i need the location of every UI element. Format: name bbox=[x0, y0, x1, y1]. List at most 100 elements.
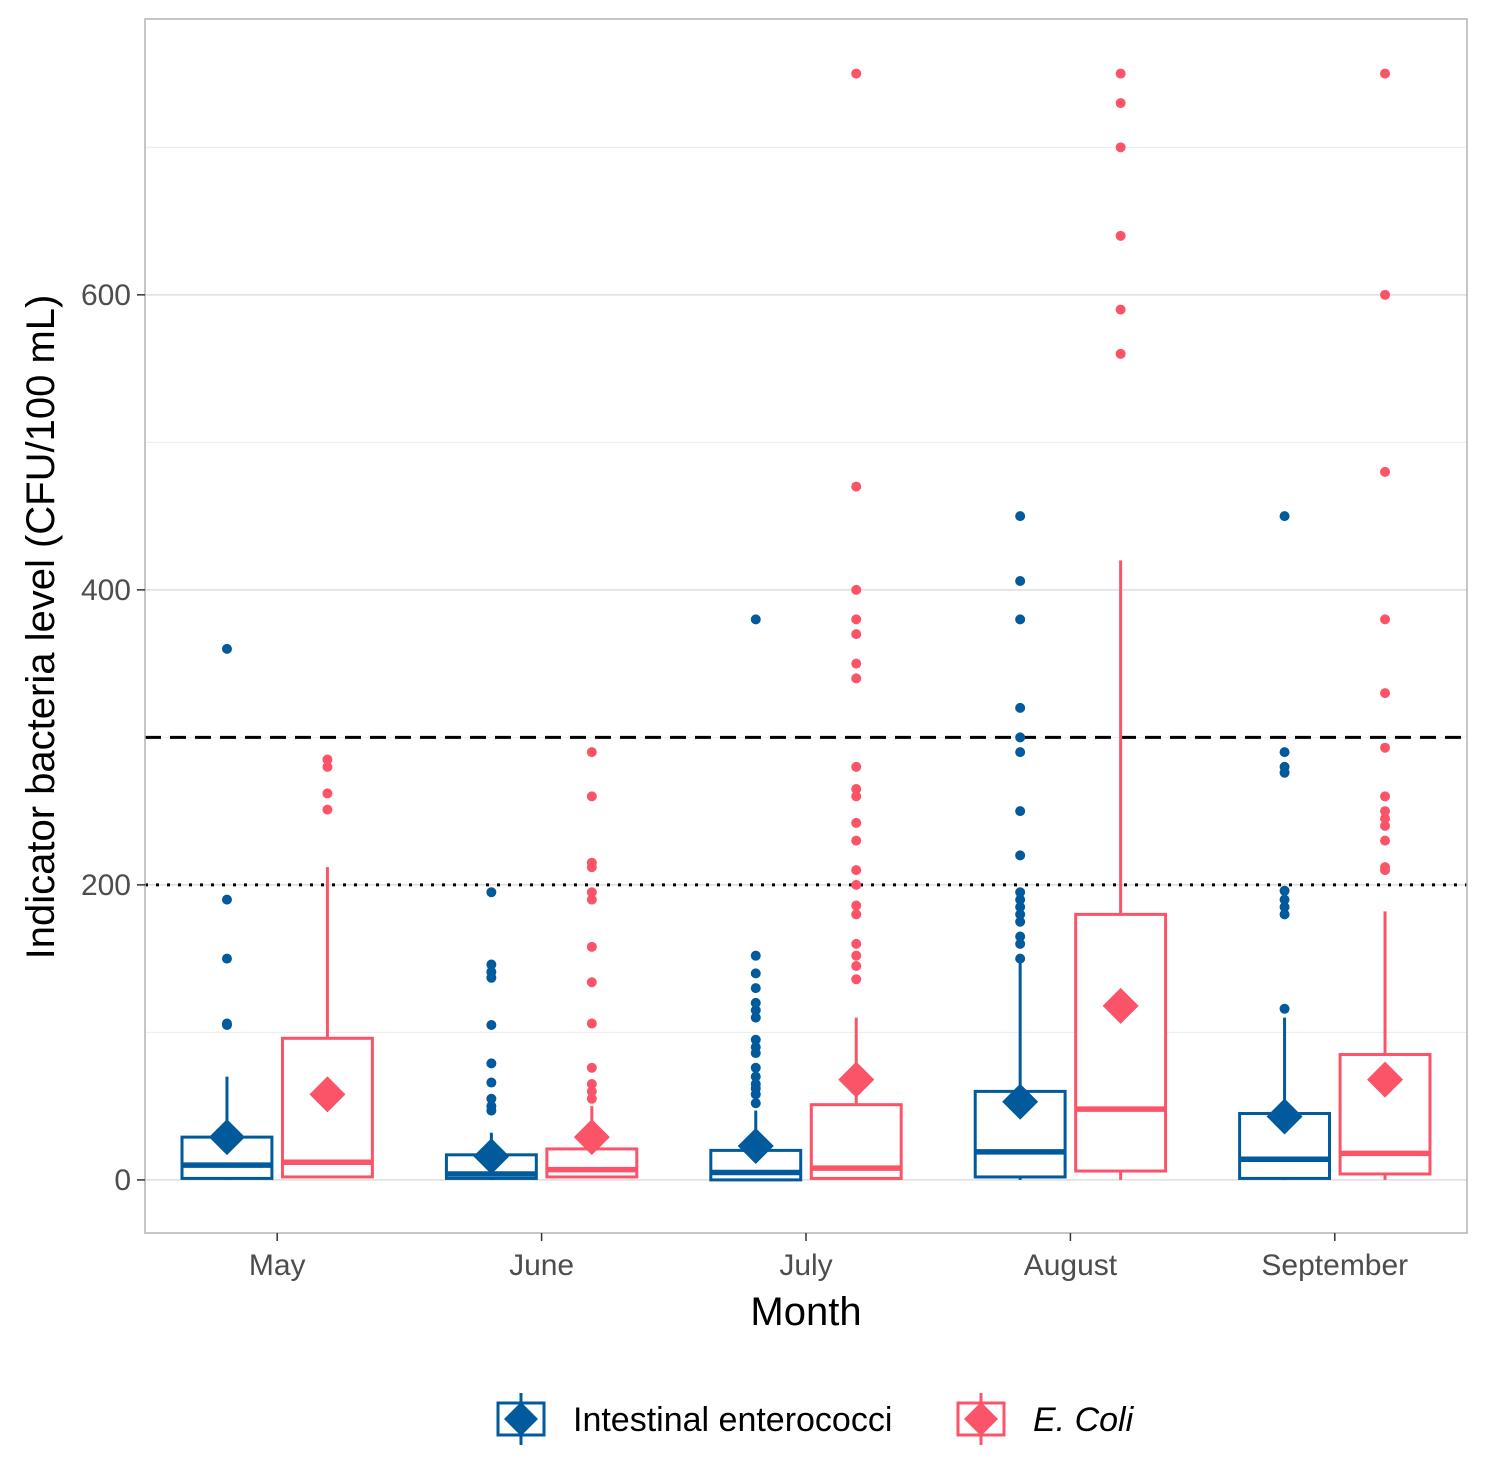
outlier-point bbox=[1380, 820, 1391, 831]
outlier-point bbox=[1380, 289, 1391, 300]
x-axis-title: Month bbox=[750, 1290, 861, 1334]
outlier-point bbox=[221, 643, 232, 654]
outlier-point bbox=[1380, 813, 1391, 824]
outlier-point bbox=[851, 761, 862, 772]
outlier-point bbox=[322, 754, 333, 765]
x-tick-label: July bbox=[779, 1249, 832, 1282]
outlier-point bbox=[750, 614, 761, 625]
outlier-point bbox=[750, 950, 761, 961]
outlier-point bbox=[1015, 887, 1026, 898]
outlier-point bbox=[1015, 806, 1026, 817]
box-group bbox=[545, 747, 639, 1179]
outlier-point bbox=[1015, 916, 1026, 927]
outlier-point bbox=[851, 950, 862, 961]
outlier-point bbox=[1279, 1003, 1290, 1014]
mean-diamond bbox=[309, 1076, 346, 1113]
mean-diamond bbox=[1367, 1061, 1404, 1098]
outlier-point bbox=[851, 909, 862, 920]
outlier-point bbox=[1279, 885, 1290, 896]
outlier-point bbox=[486, 887, 497, 898]
y-tick-label: 600 bbox=[81, 279, 131, 312]
x-tick-label: May bbox=[249, 1249, 306, 1282]
outlier-point bbox=[586, 1086, 597, 1097]
outlier-point bbox=[1279, 894, 1290, 905]
outlier-point bbox=[1015, 732, 1026, 743]
outlier-point bbox=[1279, 909, 1290, 920]
mean-diamond bbox=[737, 1127, 774, 1164]
outlier-point bbox=[1015, 938, 1026, 949]
outlier-point bbox=[586, 894, 597, 905]
mean-diamond bbox=[838, 1061, 875, 1098]
outlier-point bbox=[1380, 742, 1391, 753]
outlier-point bbox=[851, 791, 862, 802]
outlier-point bbox=[1279, 902, 1290, 913]
outlier-point bbox=[486, 1077, 497, 1088]
outlier-point bbox=[322, 761, 333, 772]
outlier-point bbox=[486, 1105, 497, 1116]
outlier-point bbox=[750, 1034, 761, 1045]
legend: Intestinal enterococci E. Coli bbox=[496, 1393, 1135, 1445]
outlier-point bbox=[750, 1098, 761, 1109]
y-tick-label: 0 bbox=[114, 1164, 131, 1197]
reference-lines bbox=[145, 735, 1467, 887]
outlier-point bbox=[486, 1020, 497, 1031]
outlier-point bbox=[851, 629, 862, 640]
x-tick-label: September bbox=[1261, 1249, 1408, 1282]
outlier-point bbox=[851, 974, 862, 985]
outlier-point bbox=[750, 997, 761, 1008]
outlier-point bbox=[1115, 98, 1126, 109]
outlier-point bbox=[586, 747, 597, 758]
outlier-point bbox=[586, 941, 597, 952]
outlier-point bbox=[1279, 747, 1290, 758]
outlier-point bbox=[851, 68, 862, 79]
outlier-point bbox=[221, 1020, 232, 1031]
outlier-point bbox=[750, 1071, 761, 1082]
outlier-point bbox=[1015, 894, 1026, 905]
legend-label: E. Coli bbox=[1033, 1401, 1135, 1439]
outlier-point bbox=[1380, 614, 1391, 625]
legend-label: Intestinal enterococci bbox=[573, 1401, 892, 1439]
outlier-point bbox=[486, 972, 497, 983]
outlier-point bbox=[851, 835, 862, 846]
outlier-point bbox=[851, 961, 862, 972]
outlier-point bbox=[1015, 909, 1026, 920]
outlier-point bbox=[1015, 953, 1026, 964]
grid-layer bbox=[145, 146, 1467, 1181]
outlier-point bbox=[750, 1005, 761, 1016]
box-group bbox=[1238, 511, 1332, 1180]
outlier-point bbox=[851, 658, 862, 669]
outlier-point bbox=[851, 481, 862, 492]
outlier-point bbox=[750, 983, 761, 994]
outlier-point bbox=[1015, 747, 1026, 758]
outlier-point bbox=[1279, 767, 1290, 778]
legend-item: E. Coli bbox=[956, 1393, 1135, 1445]
outlier-point bbox=[1015, 614, 1026, 625]
outlier-point bbox=[586, 862, 597, 873]
outlier-point bbox=[1279, 511, 1290, 522]
outlier-point bbox=[1115, 304, 1126, 315]
outlier-point bbox=[586, 1062, 597, 1073]
outlier-point bbox=[486, 1093, 497, 1104]
outlier-point bbox=[851, 584, 862, 595]
legend-key-diamond bbox=[504, 1402, 538, 1436]
outlier-point bbox=[1015, 902, 1026, 913]
outlier-point bbox=[1015, 931, 1026, 942]
outlier-point bbox=[1115, 348, 1126, 359]
box-layer bbox=[180, 68, 1432, 1182]
outlier-point bbox=[1380, 466, 1391, 477]
outlier-point bbox=[586, 887, 597, 898]
axis-layer: 0 200 400 600 May June July August September bbox=[81, 279, 1408, 1282]
y-tick-label: 200 bbox=[81, 869, 131, 902]
outlier-point bbox=[750, 1048, 761, 1059]
outlier-point bbox=[1115, 142, 1126, 153]
outlier-point bbox=[586, 977, 597, 988]
legend-key-diamond bbox=[964, 1402, 998, 1436]
box-group bbox=[280, 754, 374, 1179]
mean-diamond bbox=[473, 1138, 510, 1175]
outlier-point bbox=[1015, 702, 1026, 713]
box-group bbox=[180, 643, 274, 1180]
outlier-point bbox=[1115, 68, 1126, 79]
outlier-point bbox=[1115, 230, 1126, 241]
mean-diamond bbox=[1002, 1083, 1039, 1120]
